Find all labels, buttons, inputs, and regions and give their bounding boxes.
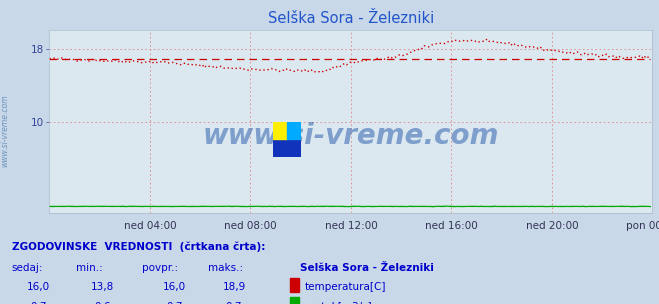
Text: 18,9: 18,9 — [222, 282, 246, 292]
Text: min.:: min.: — [76, 264, 103, 274]
Text: pon 00:00: pon 00:00 — [626, 221, 659, 231]
Text: povpr.:: povpr.: — [142, 264, 178, 274]
FancyBboxPatch shape — [290, 278, 299, 292]
Text: Selška Sora - Železniki: Selška Sora - Železniki — [300, 264, 434, 274]
Polygon shape — [273, 122, 287, 139]
Bar — [273, 139, 301, 157]
Text: ZGODOVINSKE  VREDNOSTI  (črtkana črta):: ZGODOVINSKE VREDNOSTI (črtkana črta): — [12, 242, 265, 252]
Text: ned 04:00: ned 04:00 — [124, 221, 176, 231]
Polygon shape — [273, 122, 301, 139]
Text: temperatura[C]: temperatura[C] — [304, 282, 386, 292]
Text: sedaj:: sedaj: — [12, 264, 43, 274]
Title: Selška Sora - Železniki: Selška Sora - Železniki — [268, 12, 434, 26]
Text: 16,0: 16,0 — [163, 282, 186, 292]
Text: www.si-vreme.com: www.si-vreme.com — [203, 122, 499, 150]
Text: 0,7: 0,7 — [225, 302, 243, 304]
Polygon shape — [273, 122, 287, 139]
Text: ned 12:00: ned 12:00 — [324, 221, 378, 231]
Text: maks.:: maks.: — [208, 264, 243, 274]
Text: 16,0: 16,0 — [26, 282, 50, 292]
Text: pretok[m3/s]: pretok[m3/s] — [304, 302, 372, 304]
Text: ned 16:00: ned 16:00 — [425, 221, 478, 231]
Text: 13,8: 13,8 — [90, 282, 114, 292]
Text: www.si-vreme.com: www.si-vreme.com — [1, 95, 10, 167]
Text: 0,7: 0,7 — [166, 302, 183, 304]
Polygon shape — [287, 122, 301, 139]
Text: ned 08:00: ned 08:00 — [224, 221, 277, 231]
Text: 0,7: 0,7 — [30, 302, 47, 304]
FancyBboxPatch shape — [290, 297, 299, 304]
Text: ned 20:00: ned 20:00 — [526, 221, 578, 231]
Text: 0,6: 0,6 — [94, 302, 111, 304]
